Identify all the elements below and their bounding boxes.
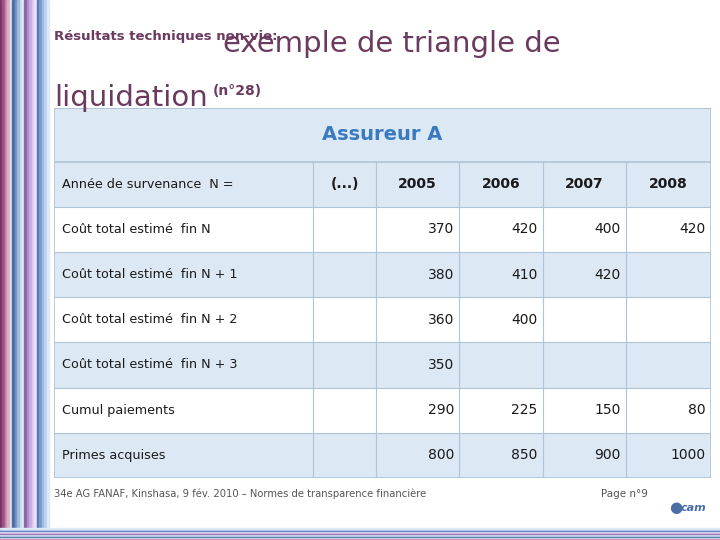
- Text: 2007: 2007: [565, 177, 603, 191]
- Text: 900: 900: [594, 448, 621, 462]
- Text: 400: 400: [511, 313, 537, 327]
- Text: 2008: 2008: [649, 177, 688, 191]
- Text: 2006: 2006: [482, 177, 520, 191]
- Text: Année de survenance  N =: Année de survenance N =: [62, 178, 233, 191]
- Text: Coût total estimé  fin N + 2: Coût total estimé fin N + 2: [62, 313, 238, 326]
- Text: Coût total estimé  fin N + 3: Coût total estimé fin N + 3: [62, 359, 238, 372]
- Bar: [54, 342, 711, 388]
- Bar: [54, 252, 711, 297]
- Text: 380: 380: [428, 268, 454, 281]
- Text: Page n°9: Page n°9: [601, 489, 648, 499]
- Text: Cumul paiements: Cumul paiements: [62, 403, 175, 417]
- Text: (n°28): (n°28): [212, 84, 261, 98]
- Text: Coût total estimé  fin N: Coût total estimé fin N: [62, 223, 210, 236]
- Text: Assureur A: Assureur A: [322, 125, 443, 144]
- Text: 350: 350: [428, 358, 454, 372]
- Text: 850: 850: [511, 448, 537, 462]
- Text: 410: 410: [511, 268, 537, 281]
- Bar: [54, 161, 711, 207]
- Bar: [54, 207, 711, 252]
- Text: 150: 150: [594, 403, 621, 417]
- Bar: [54, 388, 711, 433]
- Text: 400: 400: [595, 222, 621, 237]
- Text: ●: ●: [670, 500, 683, 515]
- Bar: [54, 108, 711, 161]
- Text: 34e AG FANAF, Kinshasa, 9 fév. 2010 – Normes de transparence financière: 34e AG FANAF, Kinshasa, 9 fév. 2010 – No…: [54, 489, 426, 499]
- Text: 2005: 2005: [398, 177, 437, 191]
- Text: 290: 290: [428, 403, 454, 417]
- Text: 80: 80: [688, 403, 706, 417]
- Text: 1000: 1000: [670, 448, 706, 462]
- Text: 420: 420: [679, 222, 706, 237]
- Bar: [54, 433, 711, 478]
- Text: 420: 420: [511, 222, 537, 237]
- Text: 370: 370: [428, 222, 454, 237]
- Text: cam: cam: [680, 503, 706, 512]
- Bar: [54, 297, 711, 342]
- Text: liquidation: liquidation: [54, 84, 208, 112]
- Text: 225: 225: [511, 403, 537, 417]
- Text: Résultats techniques non-vie:: Résultats techniques non-vie:: [54, 30, 277, 43]
- Text: 360: 360: [428, 313, 454, 327]
- Text: 420: 420: [595, 268, 621, 281]
- Text: 800: 800: [428, 448, 454, 462]
- Text: Primes acquises: Primes acquises: [62, 449, 166, 462]
- Text: (...): (...): [330, 177, 359, 191]
- Text: Coût total estimé  fin N + 1: Coût total estimé fin N + 1: [62, 268, 238, 281]
- Text: exemple de triangle de: exemple de triangle de: [223, 30, 561, 58]
